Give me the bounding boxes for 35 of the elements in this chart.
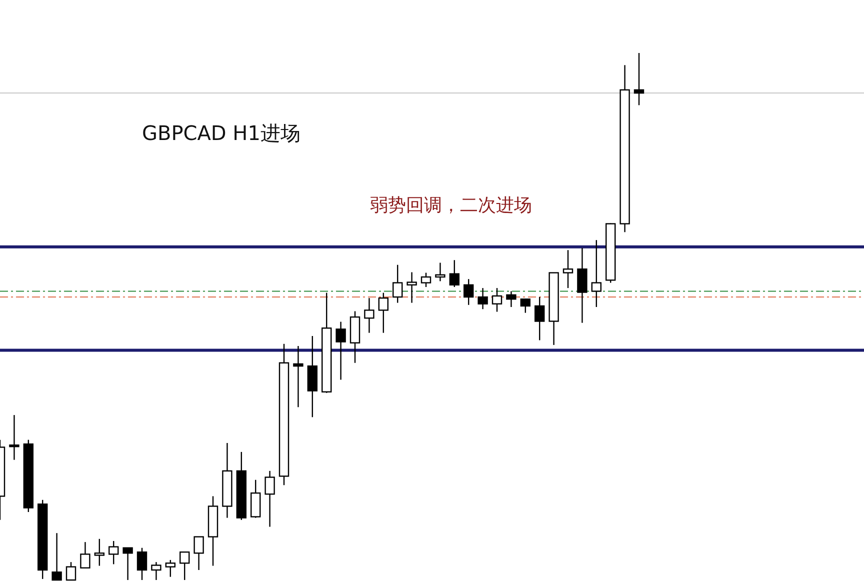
- candlestick: [293, 345, 304, 408]
- candlestick: [80, 541, 90, 568]
- candlestick: [264, 470, 275, 528]
- candlestick: [478, 287, 488, 310]
- candlestick: [136, 547, 148, 581]
- candlestick: [634, 52, 644, 106]
- candlestick: [180, 551, 190, 581]
- candlestick: [52, 532, 62, 581]
- annotation: 弱势回调，二次进场: [370, 195, 532, 216]
- candlestick: [165, 559, 176, 578]
- candlestick: [420, 272, 432, 288]
- candlestick: [464, 278, 474, 306]
- candlestick: [392, 264, 403, 304]
- candlestick: [250, 479, 261, 518]
- candlestick: [94, 538, 104, 566]
- candlestick: [562, 250, 574, 289]
- candlestick: [534, 296, 545, 341]
- candlestick: [591, 239, 602, 308]
- candlestick: [364, 297, 374, 334]
- candlestick: [577, 247, 588, 324]
- candlestick: [492, 287, 502, 312]
- candlestick: [9, 414, 20, 460]
- candlestick: [194, 536, 204, 571]
- candlestick: [435, 262, 446, 282]
- candlestick: [66, 561, 76, 581]
- candlestick: [122, 547, 133, 581]
- candlestick: [449, 260, 460, 288]
- candlestick: [506, 290, 516, 308]
- candlestick: [336, 321, 346, 380]
- candlestick: [378, 292, 388, 334]
- candlestick: [151, 561, 162, 581]
- candlestick: [108, 540, 119, 565]
- candlestick: [520, 298, 530, 314]
- candlestick: [406, 272, 417, 304]
- text: GBPCAD H1进场: [142, 121, 300, 145]
